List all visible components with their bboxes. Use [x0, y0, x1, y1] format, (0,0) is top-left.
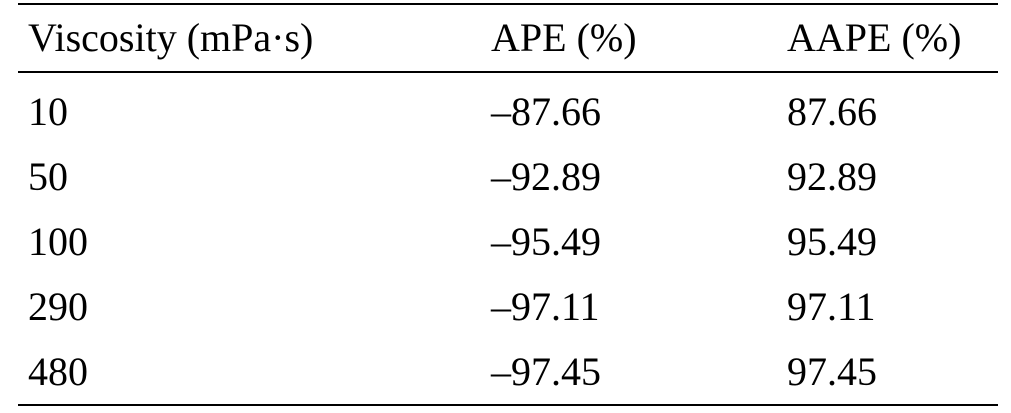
- cell-ape: –95.49: [491, 218, 601, 264]
- table-header-rule: [18, 71, 998, 73]
- cell-viscosity: 100: [28, 218, 88, 264]
- cell-aape: 87.66: [787, 88, 877, 134]
- viscosity-error-table: Viscosity (mPa·s) APE (%) AAPE (%): [18, 5, 998, 71]
- cell-viscosity: 50: [28, 153, 68, 199]
- cell-ape: –97.45: [491, 348, 601, 394]
- cell-ape: –87.66: [491, 88, 601, 134]
- cell-ape: –92.89: [491, 153, 601, 199]
- cell-aape: 92.89: [787, 153, 877, 199]
- cell-viscosity: 10: [28, 88, 68, 134]
- table-row: 290 –97.11 97.11: [18, 274, 998, 339]
- cell-ape: –97.11: [491, 283, 600, 329]
- header-ape: APE (%): [491, 15, 637, 60]
- cell-aape: 95.49: [787, 218, 877, 264]
- table-header-row: Viscosity (mPa·s) APE (%) AAPE (%): [18, 5, 998, 71]
- cell-aape: 97.45: [787, 348, 877, 394]
- cell-viscosity: 480: [28, 348, 88, 394]
- cell-aape: 97.11: [787, 283, 876, 329]
- table-row: 50 –92.89 92.89: [18, 144, 998, 209]
- table-top-rule: [18, 3, 998, 5]
- cell-viscosity: 290: [28, 283, 88, 329]
- table-row: 10 –87.66 87.66: [18, 73, 998, 144]
- header-aape: AAPE (%): [787, 15, 962, 60]
- header-viscosity: Viscosity (mPa·s): [28, 15, 314, 60]
- viscosity-error-table-body: 10 –87.66 87.66 50 –92.89 92.89 100 –95.…: [18, 73, 998, 404]
- table-row: 100 –95.49 95.49: [18, 209, 998, 274]
- table-bottom-rule: [18, 404, 998, 406]
- table-row: 480 –97.45 97.45: [18, 339, 998, 404]
- data-table-container: Viscosity (mPa·s) APE (%) AAPE (%) 10 –8…: [18, 0, 1008, 406]
